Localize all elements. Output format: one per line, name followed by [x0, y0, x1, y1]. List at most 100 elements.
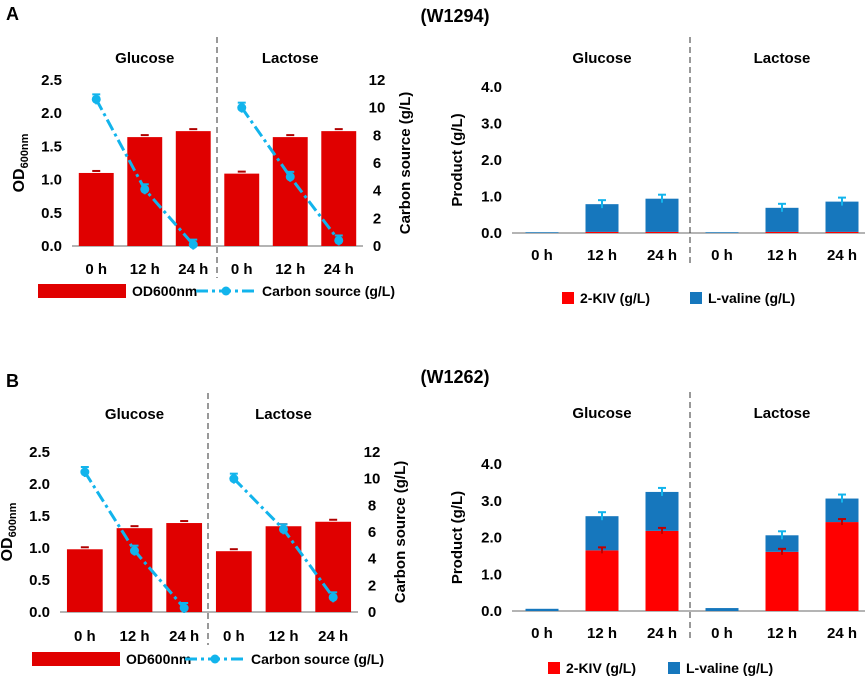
y-tick-label-right: 8 — [368, 497, 376, 514]
kiv-bar — [645, 231, 679, 233]
y-tick-label: 4.0 — [481, 79, 502, 96]
legend-kiv-label: 2-KIV (g/L) — [566, 660, 636, 676]
x-tick-label: 0 h — [531, 625, 553, 642]
y-tick-label: 3.0 — [481, 116, 502, 133]
od-bar — [224, 173, 260, 246]
y-tick-label-left: 1.5 — [29, 508, 50, 525]
x-tick-label: 12 h — [268, 628, 298, 645]
x-tick-label: 0 h — [74, 628, 96, 645]
x-tick-label: 12 h — [767, 625, 797, 642]
y-tick-label-left: 0.5 — [29, 572, 50, 589]
x-tick-label: 0 h — [231, 261, 253, 278]
group-header: Glucose — [115, 50, 174, 67]
y-axis-label-sub: 600nm — [19, 133, 31, 168]
group-header: Glucose — [572, 405, 631, 422]
od-bar — [215, 551, 252, 612]
x-tick-label: 0 h — [223, 628, 245, 645]
x-tick-label: 24 h — [827, 247, 857, 264]
y-axis-label-left: OD600nm — [11, 133, 31, 192]
kiv-bar — [765, 551, 799, 611]
y-tick-label: 2.0 — [481, 530, 502, 547]
y-tick-label-right: 0 — [373, 238, 381, 255]
legend-od-swatch — [38, 284, 126, 298]
y-tick-label-left: 1.5 — [41, 138, 62, 155]
x-tick-label: 12 h — [119, 628, 149, 645]
group-header: Lactose — [262, 50, 319, 67]
valine-bar — [645, 198, 679, 232]
y-tick-label-right: 4 — [368, 551, 377, 568]
y-tick-label: 0.0 — [481, 225, 502, 242]
y-tick-label: 1.0 — [481, 189, 502, 206]
legend-od-swatch — [32, 652, 120, 666]
chart-b-left: Glucose Lactose 0 h 12 h 24 h 0 h 12 h 24 h 0.0 0… — [0, 393, 409, 667]
x-tick-label: 0 h — [711, 247, 733, 264]
valine-bar — [585, 516, 619, 551]
y-axis-label: Product (g/L) — [449, 113, 466, 206]
legend-valine-label: L-valine (g/L) — [686, 660, 773, 676]
group-header: Lactose — [255, 406, 312, 423]
od-bar — [78, 172, 114, 246]
x-tick-label: 0 h — [711, 625, 733, 642]
panel-a-title: (W1294) — [420, 6, 489, 26]
y-tick-label-left: 2.5 — [29, 444, 50, 461]
y-tick-label: 2.0 — [481, 152, 502, 169]
x-tick-label: 24 h — [324, 261, 354, 278]
y-tick-label-left: 1.0 — [41, 172, 62, 189]
od-bar — [166, 523, 203, 612]
chart-a-right: Glucose Lactose 0 h 12 h 24 h 0 h 12 h 24 h 0.0 1… — [449, 37, 865, 306]
legend-kiv-label: 2-KIV (g/L) — [580, 290, 650, 306]
y-tick-label-right: 2 — [373, 210, 381, 227]
x-tick-label: 0 h — [531, 247, 553, 264]
legend-valine-label: L-valine (g/L) — [708, 290, 795, 306]
y-tick-label-right: 10 — [364, 471, 381, 488]
group-header: Lactose — [754, 50, 811, 67]
y-tick-label-right: 2 — [368, 577, 376, 594]
group-header: Glucose — [105, 406, 164, 423]
y-axis-label-sub: 600nm — [7, 502, 19, 537]
od-bar — [116, 528, 153, 612]
legend-carbon-marker — [221, 286, 231, 296]
y-axis-label-main: OD — [0, 537, 16, 561]
y-tick-label: 3.0 — [481, 493, 502, 510]
y-axis-label-right: Carbon source (g/L) — [397, 92, 414, 235]
valine-bar — [765, 535, 799, 552]
kiv-bar — [825, 522, 859, 611]
x-tick-label: 24 h — [318, 628, 348, 645]
kiv-bar — [765, 231, 799, 233]
x-tick-label: 12 h — [587, 625, 617, 642]
y-tick-label-right: 12 — [364, 444, 381, 461]
y-axis-label-main: OD — [11, 168, 28, 192]
legend-carbon-label: Carbon source (g/L) — [262, 283, 395, 299]
y-tick-label-left: 2.0 — [29, 476, 50, 493]
y-tick-label-left: 1.0 — [29, 540, 50, 557]
valine-bar — [765, 207, 799, 232]
y-tick-label-right: 12 — [369, 72, 386, 89]
kiv-bar — [645, 530, 679, 611]
x-tick-label: 12 h — [130, 261, 160, 278]
y-tick-label: 0.0 — [481, 603, 502, 620]
legend-kiv-swatch — [562, 292, 574, 304]
valine-bar — [705, 232, 739, 233]
valine-bar — [705, 608, 739, 611]
y-tick-label-left: 2.5 — [41, 72, 62, 89]
x-tick-label: 24 h — [647, 247, 677, 264]
y-axis-label: Product (g/L) — [449, 491, 466, 584]
x-tick-label: 24 h — [647, 625, 677, 642]
y-tick-label-left: 0.0 — [29, 604, 50, 621]
y-tick-label-left: 0.0 — [41, 238, 62, 255]
chart-a-left: Glucose Lactose 0 h 12 h 24 h 0 h 12 h 24 h 0.0 0… — [11, 37, 414, 299]
panel-b-label: B — [6, 371, 19, 391]
y-tick-label-right: 6 — [368, 524, 376, 541]
y-tick-label-left: 0.5 — [41, 205, 62, 222]
od-bar — [66, 549, 103, 612]
y-tick-label-left: 2.0 — [41, 105, 62, 122]
kiv-bar — [585, 231, 619, 233]
carbon-line — [240, 106, 340, 242]
legend-carbon-marker — [210, 654, 220, 664]
legend-valine-swatch — [668, 662, 680, 674]
x-tick-label: 24 h — [827, 625, 857, 642]
y-tick-label-right: 4 — [373, 183, 382, 200]
group-header: Glucose — [572, 50, 631, 67]
y-tick-label: 4.0 — [481, 456, 502, 473]
